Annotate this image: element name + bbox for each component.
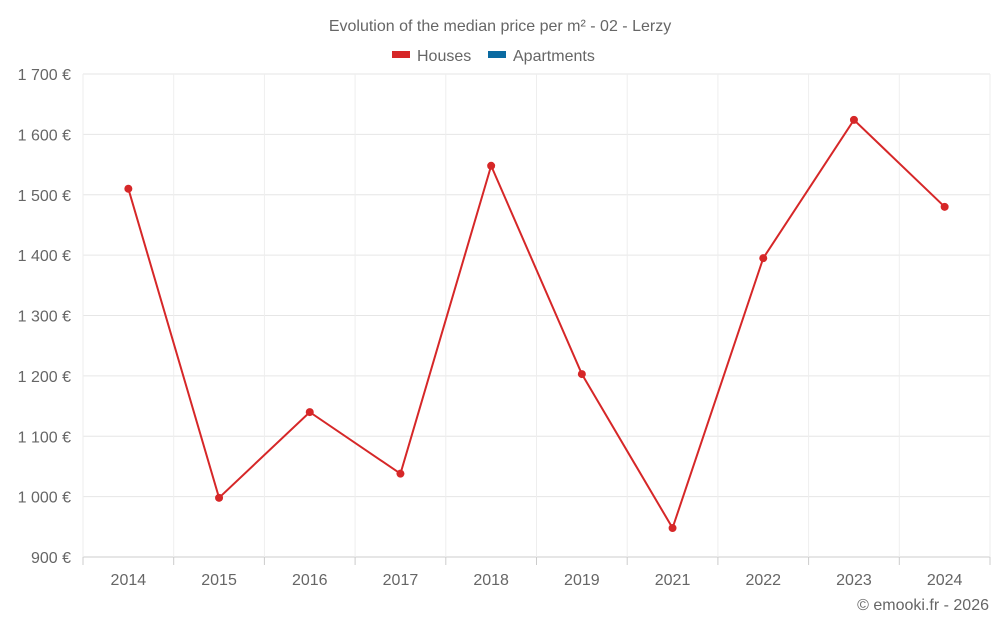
- credit-text: © emooki.fr - 2026: [857, 597, 989, 614]
- x-tick-label: 2024: [927, 572, 963, 589]
- legend-swatch-houses: [392, 51, 410, 58]
- data-point-2024: [940, 202, 949, 211]
- series-line-houses: [127, 118, 946, 531]
- data-point-2015: [215, 493, 224, 502]
- y-tick-label: 1 600 €: [18, 127, 71, 144]
- x-tick-label: 2016: [292, 572, 328, 589]
- data-point-2016: [305, 408, 314, 417]
- x-tick-label: 2014: [111, 572, 147, 589]
- data-point-2023: [849, 115, 858, 124]
- data-point-2018: [487, 161, 496, 170]
- y-tick-label: 1 200 €: [18, 369, 71, 386]
- series-houses: [124, 115, 949, 533]
- legend: Houses Apartments: [392, 48, 595, 65]
- x-tick-label: 2018: [473, 572, 509, 589]
- y-axis: 900 € 1 000 € 1 100 € 1 200 € 1 300 € 1 400 €…: [18, 67, 71, 567]
- x-tick-label: 2021: [655, 572, 691, 589]
- y-tick-label: 1 700 €: [18, 67, 71, 84]
- y-tick-label: 1 500 €: [18, 188, 71, 205]
- data-point-2014: [124, 184, 133, 193]
- y-tick-label: 900 €: [31, 550, 71, 567]
- legend-label-houses: Houses: [417, 48, 471, 65]
- y-tick-label: 1 100 €: [18, 429, 71, 446]
- y-tick-label: 1 300 €: [18, 309, 71, 326]
- x-axis: 2014 2015 2016 2017 2018 2019 2021 2022 2023 2024: [82, 557, 991, 589]
- x-tick-label: 2023: [836, 572, 872, 589]
- x-tick-label: 2015: [201, 572, 237, 589]
- legend-swatch-apartments: [488, 51, 506, 58]
- grid: [82, 73, 991, 558]
- data-point-2017: [396, 469, 405, 478]
- chart-title: Evolution of the median price per m² - 0…: [329, 18, 671, 35]
- y-tick-label: 1 000 €: [18, 490, 71, 507]
- data-point-2019: [577, 370, 586, 379]
- legend-label-apartments: Apartments: [513, 48, 595, 65]
- x-tick-label: 2022: [745, 572, 781, 589]
- x-tick-label: 2017: [383, 572, 419, 589]
- y-tick-label: 1 400 €: [18, 248, 71, 265]
- data-point-2022: [759, 254, 768, 263]
- data-point-2021: [668, 524, 677, 533]
- x-tick-label: 2019: [564, 572, 600, 589]
